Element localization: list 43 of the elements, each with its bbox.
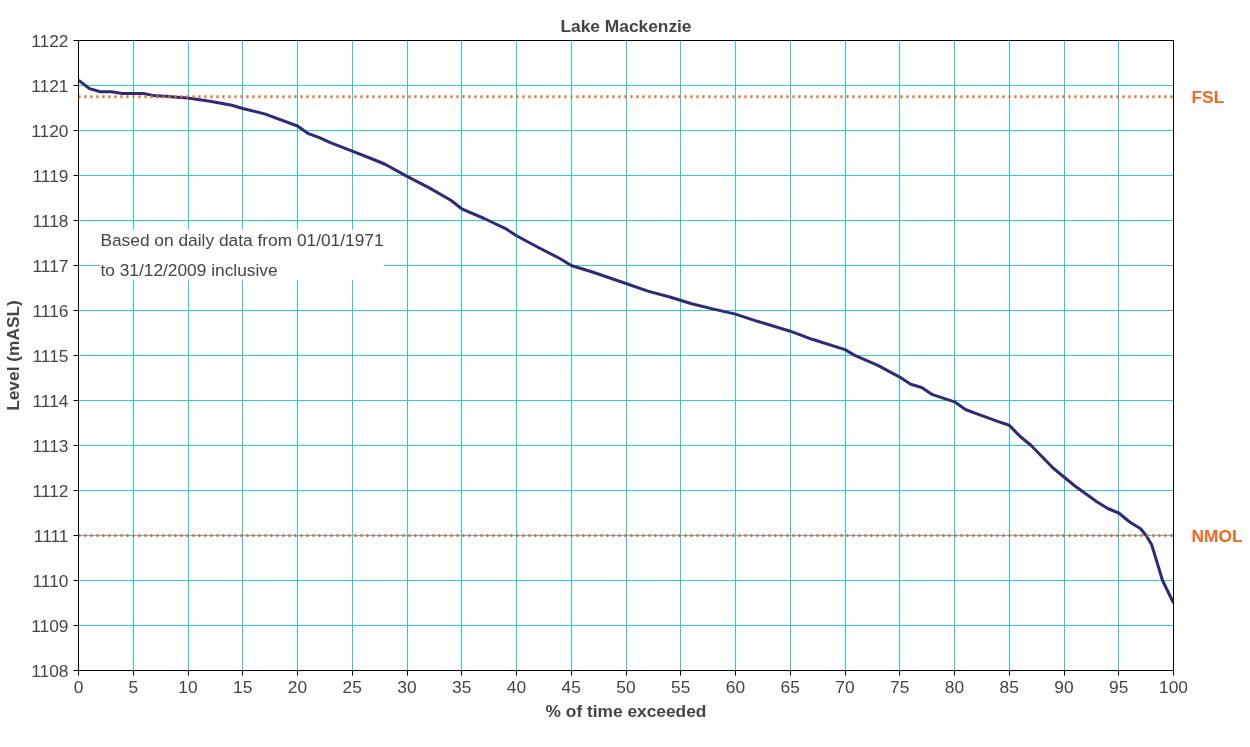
x-tick-label: 95 (1109, 676, 1129, 697)
y-tick-label: 1117 (32, 255, 69, 276)
y-tick-label: 1114 (32, 390, 69, 411)
annotation: Based on daily data from 01/01/1971 to 31/12/2009 inclusive (100, 229, 384, 280)
x-tick-label: 60 (725, 676, 746, 697)
x-tick-label: 45 (561, 676, 581, 697)
x-tick-label: 90 (1054, 676, 1074, 697)
x-tick-label: 25 (342, 676, 362, 697)
y-tick-label: 1113 (32, 435, 69, 456)
y-tick-label: 1120 (31, 120, 69, 141)
x-tick-label: 75 (890, 676, 910, 697)
x-tick-label: 10 (178, 676, 198, 697)
y-tick-label: 1111 (33, 525, 69, 546)
y-tick-label: 1119 (32, 165, 69, 186)
x-axis-title: % of time exceeded (545, 700, 707, 721)
y-tick-label: 1109 (31, 615, 69, 636)
y-axis-title: Level (mASL) (3, 300, 24, 411)
y-tick-label: 1122 (31, 30, 69, 51)
x-tick-label: 30 (397, 676, 417, 697)
x-tick-label: 65 (780, 676, 800, 697)
y-tick-label: 1112 (32, 480, 69, 501)
x-tick-label: 85 (999, 676, 1019, 697)
x-tick-label: 35 (452, 676, 472, 697)
x-tick-label: 20 (287, 676, 308, 697)
x-tick-label: 50 (616, 676, 636, 697)
x-tick-label: 15 (233, 676, 253, 697)
x-tick-label: 80 (944, 676, 965, 697)
y-tick-label: 1115 (32, 345, 69, 366)
x-tick-label: 0 (73, 676, 84, 697)
y-tick-label: 1108 (31, 660, 69, 681)
x-tick-label: 40 (506, 676, 527, 697)
line-series (78, 78, 1174, 605)
ref-line-label: FSL (1191, 86, 1225, 107)
chart-title: Lake Mackenzie (560, 15, 692, 36)
x-tick-label: 55 (671, 676, 691, 697)
x-tick-label: 70 (835, 676, 855, 697)
x-tick-label: 100 (1159, 676, 1188, 697)
x-tick-label: 5 (128, 676, 139, 697)
y-tick-label: 1110 (32, 570, 69, 591)
ref-line-label: NMOL (1191, 525, 1243, 546)
y-tick-label: 1118 (32, 210, 69, 231)
y-tick-label: 1116 (32, 300, 69, 321)
y-tick-label: 1121 (31, 75, 69, 96)
